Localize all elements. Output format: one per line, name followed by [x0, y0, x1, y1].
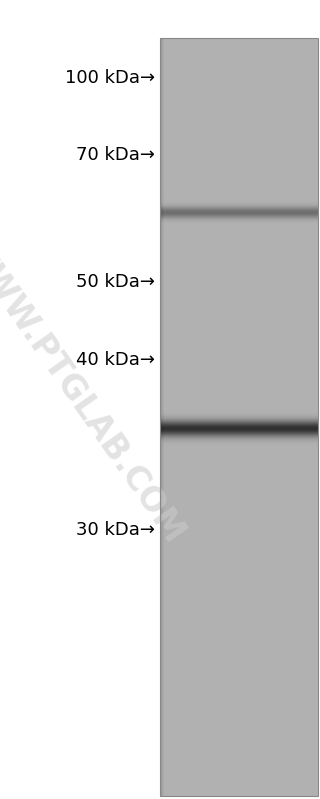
- Text: 50 kDa→: 50 kDa→: [76, 273, 155, 291]
- Text: 100 kDa→: 100 kDa→: [65, 69, 155, 87]
- Bar: [160, 0, 318, 38]
- Bar: [160, 38, 318, 796]
- Text: 70 kDa→: 70 kDa→: [76, 146, 155, 164]
- Text: 40 kDa→: 40 kDa→: [76, 351, 155, 369]
- Text: 30 kDa→: 30 kDa→: [76, 521, 155, 539]
- Text: WWW.PTGLAB.COM: WWW.PTGLAB.COM: [0, 230, 191, 550]
